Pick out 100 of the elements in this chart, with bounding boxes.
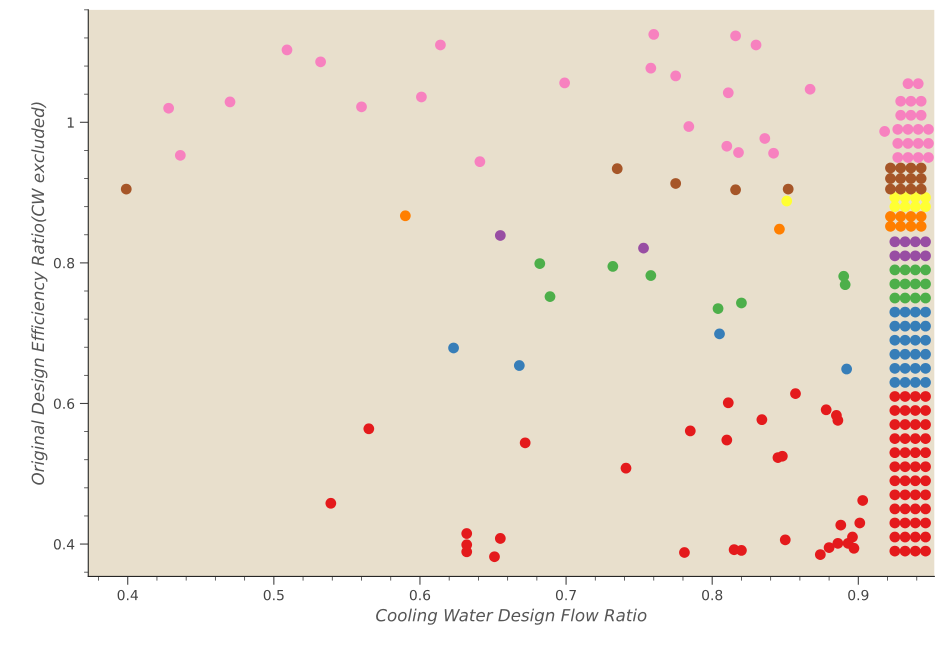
point xyxy=(224,96,236,108)
point xyxy=(900,334,910,346)
point xyxy=(910,236,921,248)
point xyxy=(889,292,900,304)
y-tick-label: 0.4 xyxy=(54,539,74,550)
point xyxy=(892,138,904,149)
point xyxy=(163,102,174,114)
point xyxy=(920,278,931,290)
point xyxy=(889,377,900,388)
point xyxy=(174,150,186,161)
point xyxy=(920,250,931,262)
point xyxy=(730,30,741,42)
point xyxy=(906,220,916,232)
point xyxy=(733,147,744,158)
point xyxy=(885,211,896,222)
point xyxy=(900,306,910,318)
point xyxy=(781,196,792,206)
point xyxy=(889,192,900,203)
point xyxy=(638,242,649,254)
point xyxy=(885,184,896,194)
point xyxy=(910,250,921,262)
point xyxy=(895,211,906,222)
point xyxy=(612,163,623,174)
y-tick-label: 1 xyxy=(68,117,74,128)
point xyxy=(916,211,927,222)
point xyxy=(910,348,921,360)
point xyxy=(902,138,914,149)
point xyxy=(895,184,906,194)
point xyxy=(448,342,459,354)
point xyxy=(906,173,916,184)
point xyxy=(885,173,896,184)
point xyxy=(912,152,924,163)
point xyxy=(892,152,904,163)
point xyxy=(916,96,927,107)
point xyxy=(782,184,794,194)
point xyxy=(736,298,747,308)
point xyxy=(889,278,900,290)
point xyxy=(920,236,931,248)
point xyxy=(768,148,779,159)
point xyxy=(889,362,900,374)
point xyxy=(356,101,367,112)
point xyxy=(841,364,852,374)
point xyxy=(892,124,904,135)
point xyxy=(916,162,927,174)
x-tick-label: 0.6 xyxy=(410,590,430,600)
point xyxy=(916,173,927,184)
point xyxy=(559,78,570,88)
point xyxy=(916,184,927,194)
point xyxy=(916,110,927,121)
point xyxy=(912,124,924,135)
point xyxy=(910,192,921,203)
point xyxy=(920,192,931,203)
point xyxy=(750,40,762,50)
point xyxy=(534,258,546,269)
point xyxy=(315,56,326,68)
x-tick-label: 0.7 xyxy=(556,590,576,600)
point xyxy=(900,192,910,203)
point xyxy=(840,279,851,290)
point xyxy=(889,306,900,318)
point xyxy=(910,201,921,212)
point xyxy=(895,162,906,174)
point xyxy=(920,306,931,318)
point xyxy=(910,377,921,388)
point xyxy=(759,133,770,144)
x-tick-label: 0.8 xyxy=(702,590,722,600)
point xyxy=(645,270,656,281)
point xyxy=(722,87,734,98)
point xyxy=(900,348,910,360)
point xyxy=(494,230,506,241)
point xyxy=(282,44,292,56)
point xyxy=(683,121,694,132)
point xyxy=(912,138,924,149)
point xyxy=(910,278,921,290)
point xyxy=(804,84,816,95)
point xyxy=(712,303,724,314)
point xyxy=(895,173,906,184)
point xyxy=(906,110,916,121)
point xyxy=(714,328,725,340)
point xyxy=(900,201,910,212)
x-tick-label: 0.9 xyxy=(848,590,868,600)
point xyxy=(895,220,906,232)
point xyxy=(920,362,931,374)
point xyxy=(885,162,896,174)
point xyxy=(900,377,910,388)
point xyxy=(910,334,921,346)
point xyxy=(645,62,656,74)
point xyxy=(920,320,931,332)
y-axis-title: Original Design Efficiency Ratio(CW excluded) xyxy=(31,102,48,485)
point xyxy=(120,184,132,194)
point xyxy=(889,320,900,332)
point xyxy=(910,362,921,374)
point xyxy=(900,278,910,290)
point xyxy=(910,306,921,318)
point xyxy=(607,261,618,272)
point xyxy=(902,124,914,135)
point xyxy=(889,236,900,248)
point xyxy=(670,70,682,82)
point xyxy=(910,292,921,304)
point xyxy=(435,40,446,50)
point xyxy=(920,292,931,304)
